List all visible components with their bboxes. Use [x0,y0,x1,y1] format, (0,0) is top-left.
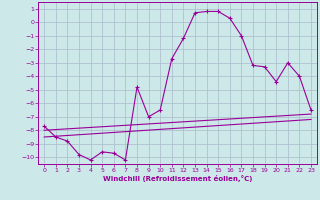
X-axis label: Windchill (Refroidissement éolien,°C): Windchill (Refroidissement éolien,°C) [103,175,252,182]
